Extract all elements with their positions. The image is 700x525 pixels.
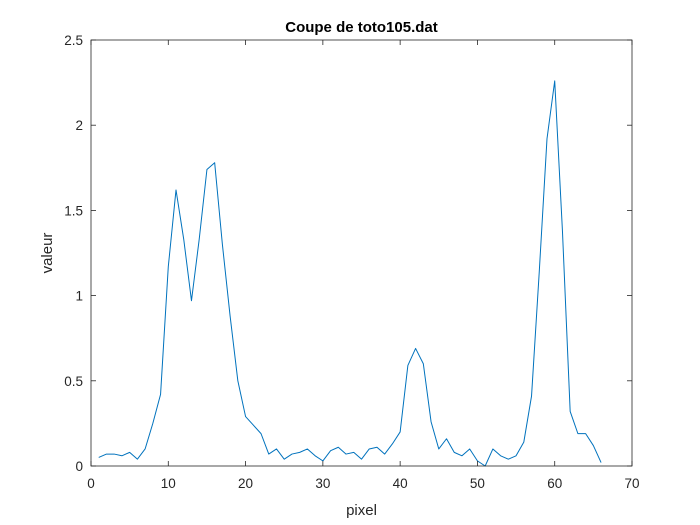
x-axis-label: pixel (346, 502, 377, 519)
y-tick-label: 2.5 (64, 33, 83, 48)
plot-area (91, 40, 632, 466)
y-tick-label: 0 (75, 459, 83, 474)
series-layer (98, 80, 602, 467)
x-tick-label: 10 (161, 476, 176, 491)
y-ticks: 0 0.5 1 1.5 2 2.5 (64, 33, 632, 474)
x-tick-label: 0 (87, 476, 95, 491)
y-tick-label: 1 (75, 289, 83, 304)
series-line-0 (98, 80, 602, 467)
x-tick-label: 50 (470, 476, 485, 491)
chart-title: Coupe de toto105.dat (285, 19, 438, 36)
x-tick-label: 40 (393, 476, 408, 491)
x-tick-label: 30 (315, 476, 330, 491)
axes-box (90, 39, 633, 467)
y-axis-label: valeur (39, 233, 56, 274)
x-tick-label: 60 (547, 476, 562, 491)
x-tick-label: 20 (238, 476, 253, 491)
y-tick-label: 2 (75, 118, 83, 133)
x-tick-label: 70 (624, 476, 639, 491)
y-tick-label: 0.5 (64, 374, 83, 389)
x-ticks: 0 10 20 30 40 50 60 70 (87, 40, 640, 491)
y-tick-label: 1.5 (64, 203, 83, 218)
